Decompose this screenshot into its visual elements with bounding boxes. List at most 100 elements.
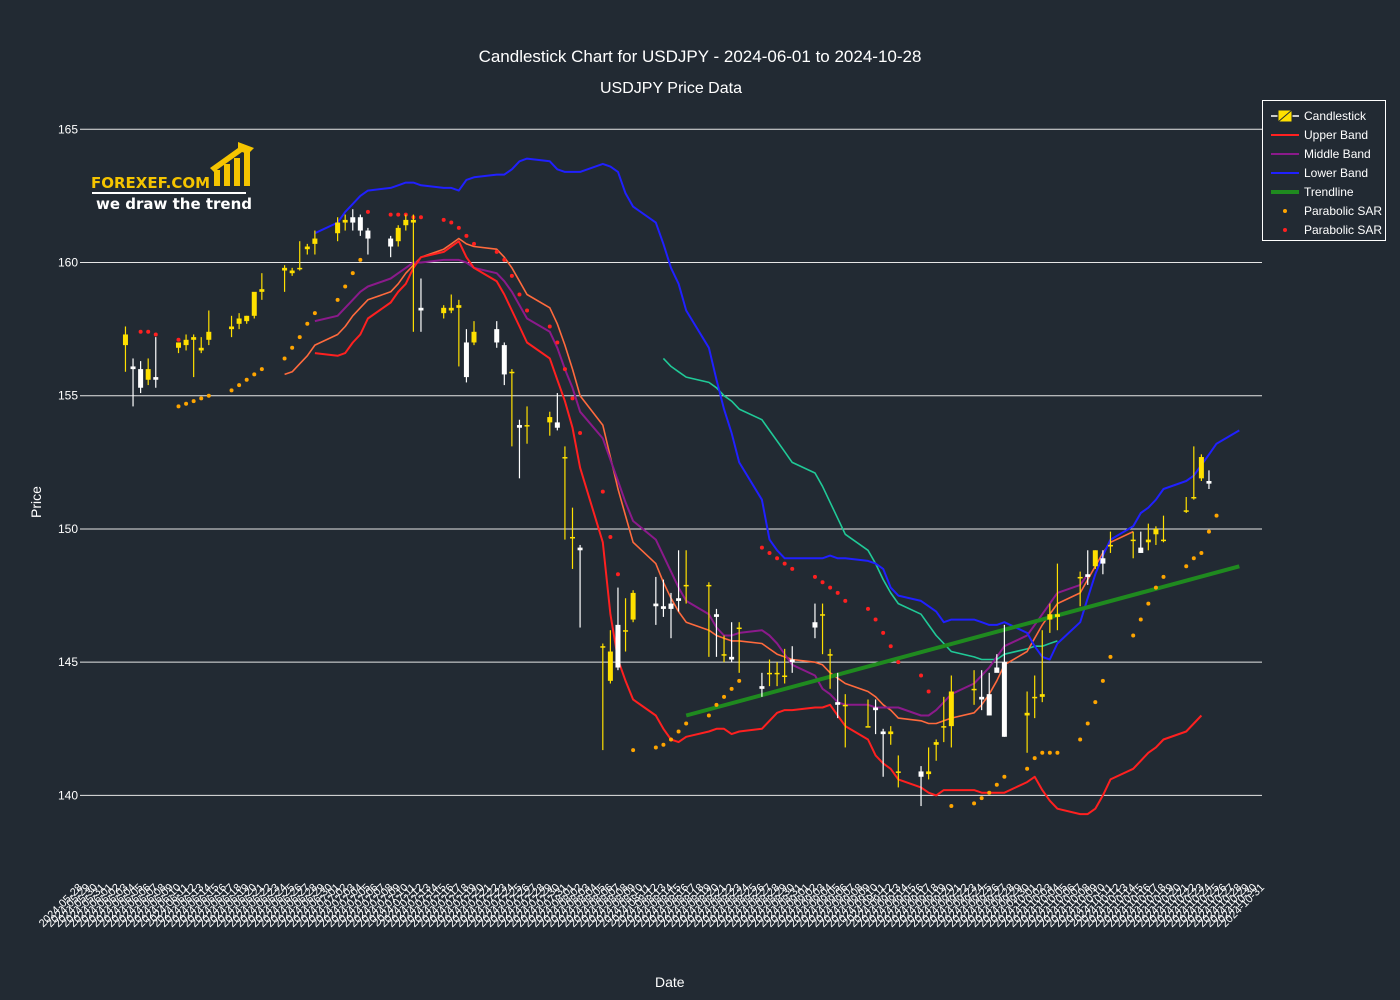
candle-body [494, 329, 500, 343]
candle [789, 646, 795, 673]
legend-item[interactable]: Trendline [1267, 183, 1385, 202]
candle [516, 419, 522, 479]
sar-bull-dot [237, 383, 242, 388]
sar-bull-dot [669, 737, 673, 742]
candle-body [948, 691, 954, 727]
candle [812, 603, 818, 639]
candle-body [1107, 544, 1113, 547]
candle-body [789, 659, 795, 663]
candle [994, 654, 1000, 673]
legend-item[interactable]: Lower Band [1267, 164, 1385, 183]
candle [1107, 531, 1113, 553]
candle-body [176, 342, 181, 348]
candle-body [713, 614, 719, 617]
candle [986, 672, 992, 716]
legend-label: Candlestick [1304, 109, 1367, 123]
sar-bull-dot [1108, 654, 1113, 659]
candle [1039, 630, 1045, 703]
legend: Candlestick Upper Band Middle Band Lower Ba… [1262, 100, 1386, 241]
candle [1161, 515, 1166, 543]
candle [312, 230, 318, 255]
candle-body [668, 603, 674, 609]
candle-body [888, 731, 894, 735]
candle [554, 393, 560, 431]
sar-bull-dot [244, 377, 249, 382]
sar-bear-dot [866, 606, 870, 611]
candle [683, 550, 689, 604]
candle [1130, 531, 1136, 559]
candle-body [365, 230, 371, 239]
candle-body [282, 267, 288, 271]
legend-item[interactable]: Candlestick [1267, 107, 1385, 126]
candle [547, 411, 553, 436]
candle [176, 342, 181, 354]
sar-bear-dot [782, 561, 787, 566]
candle [880, 728, 886, 777]
candle-body [342, 219, 348, 223]
candle [448, 294, 454, 314]
candle [948, 675, 954, 748]
candle-body [895, 771, 901, 773]
candle-body [395, 227, 401, 242]
sar-bear-dot [547, 324, 552, 329]
sar-bull-dot [949, 804, 954, 809]
candle [183, 334, 189, 351]
sar-bear-dot [608, 534, 613, 539]
sar-bull-dot [714, 702, 719, 707]
candle [971, 670, 977, 705]
candle [713, 608, 719, 657]
sar-bear-dot [881, 630, 886, 635]
sar-bear-dot [138, 329, 143, 334]
sar-bull-dot [1032, 756, 1037, 761]
candle-body [706, 584, 712, 587]
candle [630, 590, 636, 623]
sar-bull-dot [297, 335, 302, 340]
chart-title: Candlestick Chart for USDJPY - 2024-06-0… [478, 47, 922, 66]
candle-body [297, 267, 303, 270]
candle-body [729, 656, 735, 660]
candle [979, 670, 985, 711]
candle [736, 622, 742, 673]
candle-body [1024, 712, 1030, 716]
candle-body [554, 422, 560, 428]
sar-bull-dot [1138, 617, 1143, 622]
sar-bull-dot [653, 745, 658, 750]
indicator-series [284, 157, 1240, 816]
candle [251, 291, 257, 319]
y-tick-label: 165 [58, 122, 78, 136]
candle [289, 267, 295, 276]
sar-bear-dot [396, 212, 401, 217]
legend-item[interactable]: Upper Band [1267, 126, 1385, 145]
sar-bull-dot [1214, 513, 1219, 518]
candle-body [971, 688, 977, 691]
candle-body [183, 339, 189, 346]
sar-bull-dot [994, 782, 999, 787]
legend-symbol [1271, 190, 1299, 194]
sar-bull-dot [290, 345, 295, 350]
candle-body [918, 771, 924, 777]
sar-bear-dot [509, 273, 514, 278]
candle [1191, 446, 1197, 500]
candle-body [516, 425, 522, 428]
candle [259, 273, 265, 300]
legend-item[interactable]: Middle Band [1267, 145, 1385, 164]
candle-body [463, 342, 469, 378]
legend-item[interactable]: Parabolic SAR [1267, 202, 1385, 221]
candle-body [1092, 550, 1098, 567]
candle [820, 603, 826, 655]
sar-bear-dot [835, 590, 840, 595]
sar-bull-dot [229, 388, 234, 393]
sar-bull-dot [350, 271, 355, 276]
legend-item[interactable]: Parabolic SAR [1267, 221, 1385, 240]
candle [191, 334, 197, 378]
candle [236, 313, 242, 330]
middle-band-line [314, 258, 1089, 717]
candle [1024, 691, 1030, 753]
candle-body [933, 742, 939, 745]
candle-body [774, 672, 780, 675]
y-axis-ticks: 140 145 150 155 160 165 [58, 122, 78, 802]
candle-body [986, 694, 992, 716]
candle-body [448, 307, 454, 311]
sar-bull-dot [1093, 700, 1098, 705]
candle-body [122, 334, 128, 346]
